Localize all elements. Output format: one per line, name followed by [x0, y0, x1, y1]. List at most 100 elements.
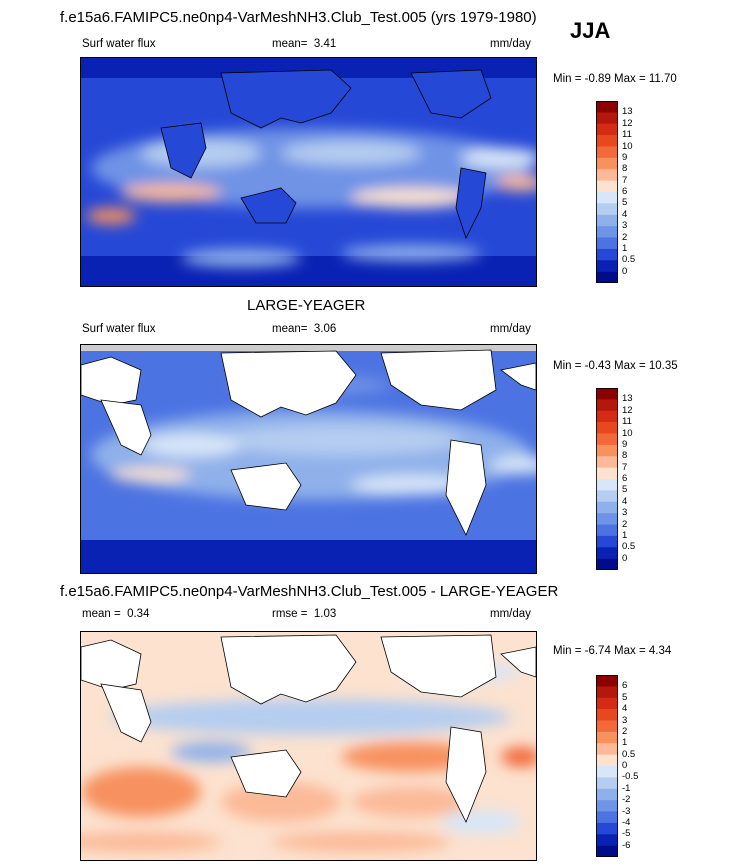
colorbar-swatch: [596, 720, 618, 733]
colorbar-border: [596, 675, 618, 857]
obs-map: [80, 344, 537, 574]
p3-units-label: mm/day: [490, 608, 531, 620]
colorbar-tick-label: 5: [622, 691, 628, 703]
colorbar-swatch: [596, 192, 618, 204]
colorbar-tick-label: 12: [622, 404, 633, 416]
colorbar-swatch: [596, 822, 618, 835]
colorbar-swatch: [596, 524, 618, 537]
colorbar-tick-label: 10: [622, 427, 633, 439]
colorbar-swatch: [596, 237, 618, 250]
colorbar-swatch: [596, 135, 618, 147]
colorbar-swatch: [596, 112, 618, 125]
colorbar-swatch: [596, 811, 618, 824]
colorbar-border: [596, 388, 618, 570]
colorbar-swatch: [596, 203, 618, 216]
p3-min-max: Min = -6.74 Max = 4.34: [553, 645, 672, 657]
season-label: JJA: [570, 18, 611, 43]
colorbar-tick-label: 5: [622, 197, 628, 209]
p2-colorbar-labels: 13 12 11 10 9 8 7 6 5 4 3 2 1 0.5 0: [596, 388, 656, 570]
colorbar-swatch: [596, 101, 618, 113]
colorbar-tick-label: 0.5: [622, 541, 636, 553]
colorbar-swatch: [596, 422, 618, 434]
colorbar-tick-label: 2: [622, 725, 628, 737]
colorbar-tick-label: 13: [622, 106, 633, 118]
colorbar-tick-label: 3: [622, 507, 628, 519]
colorbar-swatch: [596, 535, 618, 548]
model-map-field: [81, 58, 536, 286]
model-title: f.e15a6.FAMIPC5.ne0np4-VarMeshNH3.Club_T…: [60, 9, 537, 26]
colorbar-swatch: [596, 834, 618, 846]
colorbar-tick-label: 10: [622, 140, 633, 152]
colorbar-tick-label: -1: [622, 782, 631, 794]
colorbar-tick-label: 4: [622, 703, 628, 715]
colorbar-swatch: [596, 248, 618, 261]
colorbar-swatch: [596, 180, 618, 193]
colorbar-swatch: [596, 800, 618, 812]
colorbar-swatch: [596, 788, 618, 801]
colorbar-tick-label: 4: [622, 495, 628, 507]
colorbar-tick-label: 0: [622, 552, 628, 564]
colorbar-swatch: [596, 547, 618, 559]
colorbar-swatch: [596, 399, 618, 412]
colorbar-tick-label: 8: [622, 163, 628, 175]
p2-mean-value: 3.06: [313, 323, 337, 335]
colorbar-swatch: [596, 675, 618, 687]
colorbar-tick-label: 1: [622, 737, 628, 749]
colorbar-swatch: [596, 697, 618, 710]
colorbar-tick-label: -3: [622, 805, 631, 817]
colorbar-swatch: [596, 777, 618, 790]
colorbar-tick-label: 12: [622, 117, 633, 129]
p2-units-label: mm/day: [490, 323, 531, 335]
diff-title: f.e15a6.FAMIPC5.ne0np4-VarMeshNH3.Club_T…: [60, 583, 559, 600]
colorbar-swatch: [596, 433, 618, 446]
p1-variable-label: Surf water flux: [82, 38, 156, 50]
p3-colorbar: [596, 675, 618, 857]
colorbar-swatch: [596, 501, 618, 514]
colorbar-swatch: [596, 169, 618, 181]
p2-min-max: Min = -0.43 Max = 10.35: [553, 360, 678, 372]
colorbar-tick-label: -0.5: [622, 771, 639, 783]
colorbar-swatch: [596, 226, 618, 238]
colorbar-swatch: [596, 558, 618, 570]
colorbar-swatch: [596, 754, 618, 767]
p2-colorbar: [596, 388, 618, 570]
colorbar-swatch: [596, 479, 618, 491]
p3-mean-label: mean = 0.34: [82, 608, 150, 620]
colorbar-tick-label: 3: [622, 714, 628, 726]
colorbar-swatch: [596, 845, 618, 857]
colorbar-tick-label: 13: [622, 393, 633, 405]
colorbar-tick-label: 1: [622, 529, 628, 541]
colorbar-tick-label: 9: [622, 438, 628, 450]
colorbar-swatch: [596, 766, 618, 778]
model-map: [80, 57, 537, 287]
colorbar-tick-label: 0.5: [622, 254, 636, 266]
colorbar-tick-label: 11: [622, 416, 632, 428]
colorbar-tick-label: 9: [622, 151, 628, 163]
colorbar-swatch: [596, 731, 618, 744]
colorbar-swatch: [596, 271, 618, 283]
p1-colorbar: [596, 101, 618, 283]
colorbar-swatch: [596, 123, 618, 136]
colorbar-swatch: [596, 444, 618, 457]
colorbar-swatch: [596, 388, 618, 400]
colorbar-swatch: [596, 214, 618, 227]
colorbar-tick-label: 5: [622, 484, 628, 496]
colorbar-tick-label: 0.5: [622, 748, 636, 760]
colorbar-tick-label: -2: [622, 794, 631, 806]
p1-mean-value: 3.41: [313, 38, 337, 50]
p1-units-label: mm/day: [490, 38, 531, 50]
colorbar-swatch: [596, 456, 618, 468]
colorbar-swatch: [596, 410, 618, 423]
p3-rmse-value: 1.03: [313, 608, 337, 620]
colorbar-swatch: [596, 743, 618, 755]
colorbar-tick-label: 6: [622, 680, 628, 692]
colorbar-tick-label: 2: [622, 231, 628, 243]
colorbar-swatch: [596, 709, 618, 721]
colorbar-tick-label: -4: [622, 816, 631, 828]
colorbar-swatch: [596, 490, 618, 503]
colorbar-swatch: [596, 467, 618, 480]
colorbar-tick-label: -5: [622, 828, 631, 840]
p1-min-max: Min = -0.89 Max = 11.70: [553, 73, 677, 85]
colorbar-tick-label: 1: [622, 242, 628, 254]
p2-mean-label: mean= 3.06: [272, 323, 337, 335]
